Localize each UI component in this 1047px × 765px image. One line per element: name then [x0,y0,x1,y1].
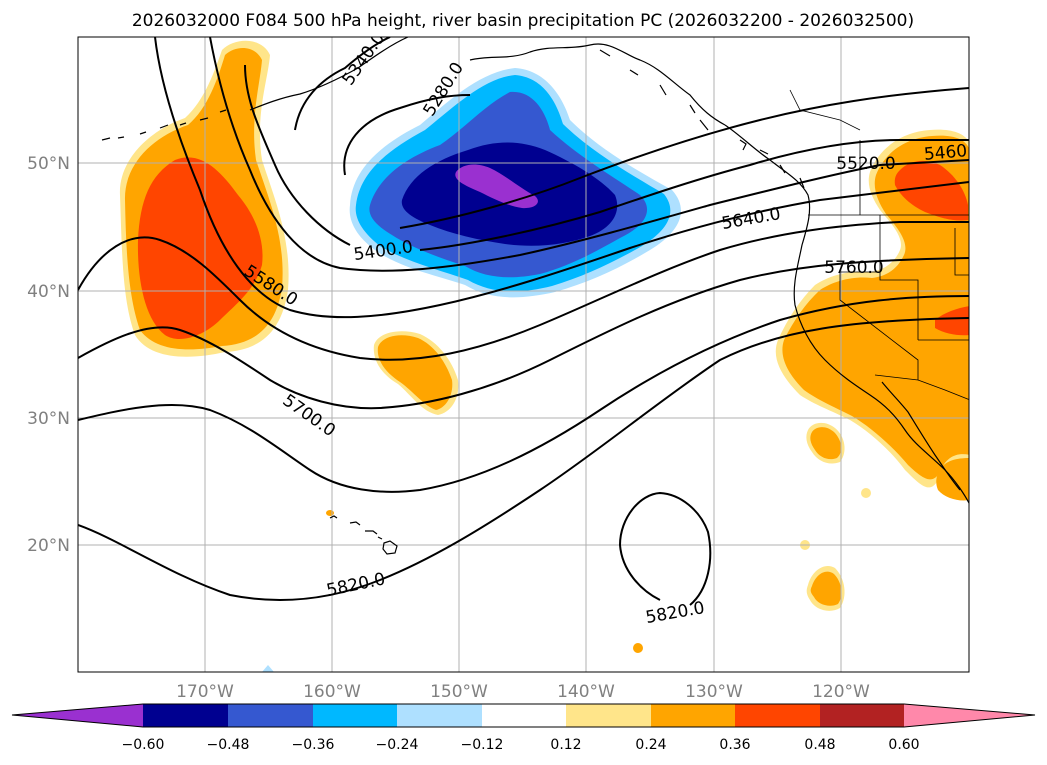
map-frame [77,36,970,673]
colorbar-segment-8 [735,704,820,727]
precip-dot-5 [262,665,274,672]
precip-dot-4 [633,643,643,653]
contour-5580 [78,221,969,361]
coast-aleutians [101,109,227,141]
lat-label-30n: 30°N [27,409,70,429]
precip-small-orange [377,335,453,410]
contour-5640 [78,257,969,410]
precip-west-red [137,157,263,340]
colorbar-tick-label: 0.24 [635,737,666,753]
precip-shading-negative [349,68,681,298]
contour-5340 [294,37,391,131]
coast-baja [881,381,961,491]
border-states-1 [879,215,919,340]
precip-hawaii-east-o [810,571,842,606]
lat-label-40n: 40°N [27,282,70,302]
contour-5460-a [209,37,969,272]
height-contours [78,37,969,606]
latitude-labels: 50°N 40°N 30°N 20°N [27,154,70,556]
lon-label-120w: 120°W [812,682,870,702]
borders [789,89,969,401]
lon-label-160w: 160°W [303,682,361,702]
hawaii-kauai [329,515,338,519]
contour-5400-a [244,64,351,246]
hawaii-maui [365,530,383,540]
contour-label-5760: 5760.0 [824,258,883,278]
border-states-4 [859,140,969,276]
hawaii-oahu [349,521,361,526]
colorbar-segment-10 [904,704,1035,727]
coast-detail-1 [739,139,805,189]
coast-alaska-peninsula [249,37,409,111]
colorbar-tick-label: −0.48 [207,737,250,753]
colorbar-tick-label: −0.24 [376,737,419,753]
colorbar-tick-label: −0.36 [292,737,335,753]
map-title: 2026032000 F084 500 hPa height, river ba… [132,11,914,31]
precip-neg-purple [455,164,538,209]
colorbar-tick-label: 0.48 [804,737,835,753]
colorbar-segment-2 [228,704,313,727]
precip-dot-1 [326,510,334,516]
coast-alaska-south [469,43,726,126]
contour-5400-b [419,139,969,251]
hawaii-big-island [382,540,398,555]
colorbar-tick-label: −0.12 [461,737,504,753]
colorbar-tick-label: 0.60 [888,737,919,753]
contour-5520 [154,37,969,319]
colorbar-segment-4 [397,704,482,727]
coastlines [101,37,969,505]
lon-label-130w: 130°W [685,682,743,702]
graticule [78,37,969,672]
colorbar-outline [11,703,1036,728]
border-states-2 [840,271,969,341]
colorbar-segment-7 [651,704,735,727]
lon-label-170w: 170°W [176,682,234,702]
coast-bc-islands [599,49,709,131]
lat-label-50n: 50°N [27,154,70,174]
contour-5280 [343,94,471,176]
map-panel[interactable]: 5280.0 5340.0 5400.0 5460 5520.0 5580.0 … [77,29,972,673]
coast-northwest [724,124,969,505]
colorbar-tick-label: −0.60 [122,737,165,753]
colorbar-segment-0 [12,704,143,727]
border-states-3 [839,272,919,380]
contour-5340-b [399,87,969,229]
colorbar-segment-3 [313,704,397,727]
contour-label-5460: 5460 [923,141,968,165]
colorbar-segment-1 [143,704,228,727]
contour-5760 [78,317,969,601]
colorbar-segment-9 [820,704,904,727]
contour-label-5520: 5520.0 [836,154,895,174]
lat-label-20n: 20°N [27,536,70,556]
colorbar: −0.60 −0.48 −0.36 −0.24 −0.12 0.12 0.24 … [11,703,1036,753]
precip-east-cape-o [810,427,842,460]
precip-east-red-north [894,160,968,221]
colorbar-ticks: −0.60 −0.48 −0.36 −0.24 −0.12 0.12 0.24 … [122,737,920,753]
border-us-mexico [874,374,969,401]
contour-5820-loop [618,491,712,606]
precip-dot-3 [861,488,871,498]
precip-east-red-south [935,306,969,336]
lon-label-150w: 150°W [430,682,488,702]
coast-hawaii [329,515,398,555]
contour-5700 [78,295,969,493]
border-alaska-canada [789,89,861,131]
colorbar-segment-6 [566,704,651,727]
colorbar-tick-label: 0.12 [550,737,581,753]
colorbar-segment-5 [482,704,566,727]
longitude-labels: 170°W 160°W 150°W 140°W 130°W 120°W [176,682,870,702]
lon-label-140w: 140°W [557,682,615,702]
colorbar-tick-label: 0.36 [719,737,750,753]
